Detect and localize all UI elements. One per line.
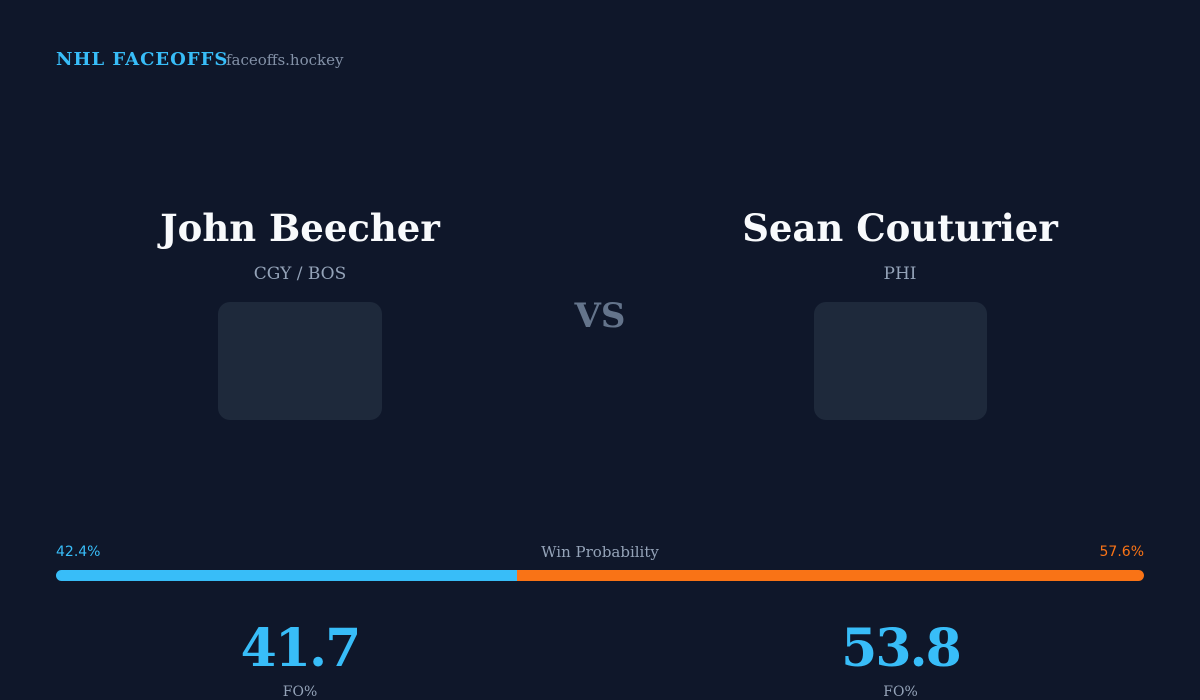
player-team: CGY / BOS <box>253 264 347 284</box>
stat-value: 53.8 <box>841 618 962 679</box>
player-name: Sean Couturier <box>742 206 1058 250</box>
page: NHL FACEOFFS faceoffs.hockey John Beeche… <box>56 49 1144 700</box>
left-segment <box>56 570 518 581</box>
stat-label: FO% <box>883 684 918 700</box>
right-segment <box>517 570 1144 581</box>
probability-bar <box>56 570 1144 581</box>
left-probability: 42.4% <box>56 544 101 560</box>
player-team: PHI <box>883 264 917 284</box>
stat-label: FO% <box>282 684 318 700</box>
brand: NHL FACEOFFS <box>56 49 229 70</box>
stat-card: 53.8 FO% <box>814 302 987 700</box>
probability-title: Win Probability <box>541 543 659 561</box>
right-probability: 57.6% <box>1099 544 1144 560</box>
site-url[interactable]: faceoffs.hockey <box>226 51 344 69</box>
versus: VS <box>574 296 626 336</box>
stat-value: 41.7 <box>240 618 362 679</box>
player-name: John Beecher <box>160 206 440 250</box>
stat-card: 41.7 FO% <box>218 302 382 700</box>
